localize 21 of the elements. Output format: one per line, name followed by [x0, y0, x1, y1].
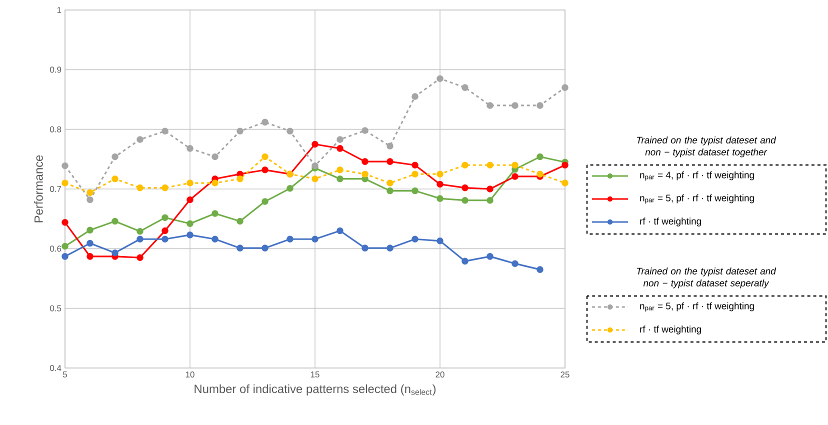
y-tick-label: 0.6 [50, 246, 62, 252]
y-tick-label: 0.5 [50, 305, 62, 312]
x-tick-label: 10 [186, 372, 194, 378]
y-tick-label: 0.9 [50, 66, 62, 73]
y-tick-label: 0.8 [50, 126, 62, 132]
x-tick-label: 20 [436, 372, 444, 378]
x-axis-title: Number of indicative patterns selected (n$_{select}$) [194, 384, 436, 396]
legend-label: rf · tf weighting [640, 218, 701, 226]
legend-label: rf · tf weighting [640, 326, 701, 334]
x-tick-label: 15 [310, 372, 320, 378]
text: Trained on the typist dateset and non − typist dataset seperatly [636, 268, 776, 288]
y-axis-title: Performance [34, 155, 43, 222]
legend-label: n$_{par}$ = 5, pf · rf · tf weighting [640, 194, 754, 204]
x-tick-label: 5 [62, 372, 68, 378]
text: Trained on the typist dateset and non − typist dataset together [636, 136, 776, 158]
y-tick-label: 1 [57, 7, 62, 13]
legend-label: n$_{par}$ = 5, pf · rf · tf weighting [640, 302, 754, 312]
y-tick-label: 0.4 [50, 365, 62, 371]
y-tick-label: 0.7 [50, 186, 62, 192]
x-tick-label: 25 [560, 372, 570, 378]
legend-label: n$_{par}$ = 4, pf · rf · tf weighting [640, 171, 754, 181]
